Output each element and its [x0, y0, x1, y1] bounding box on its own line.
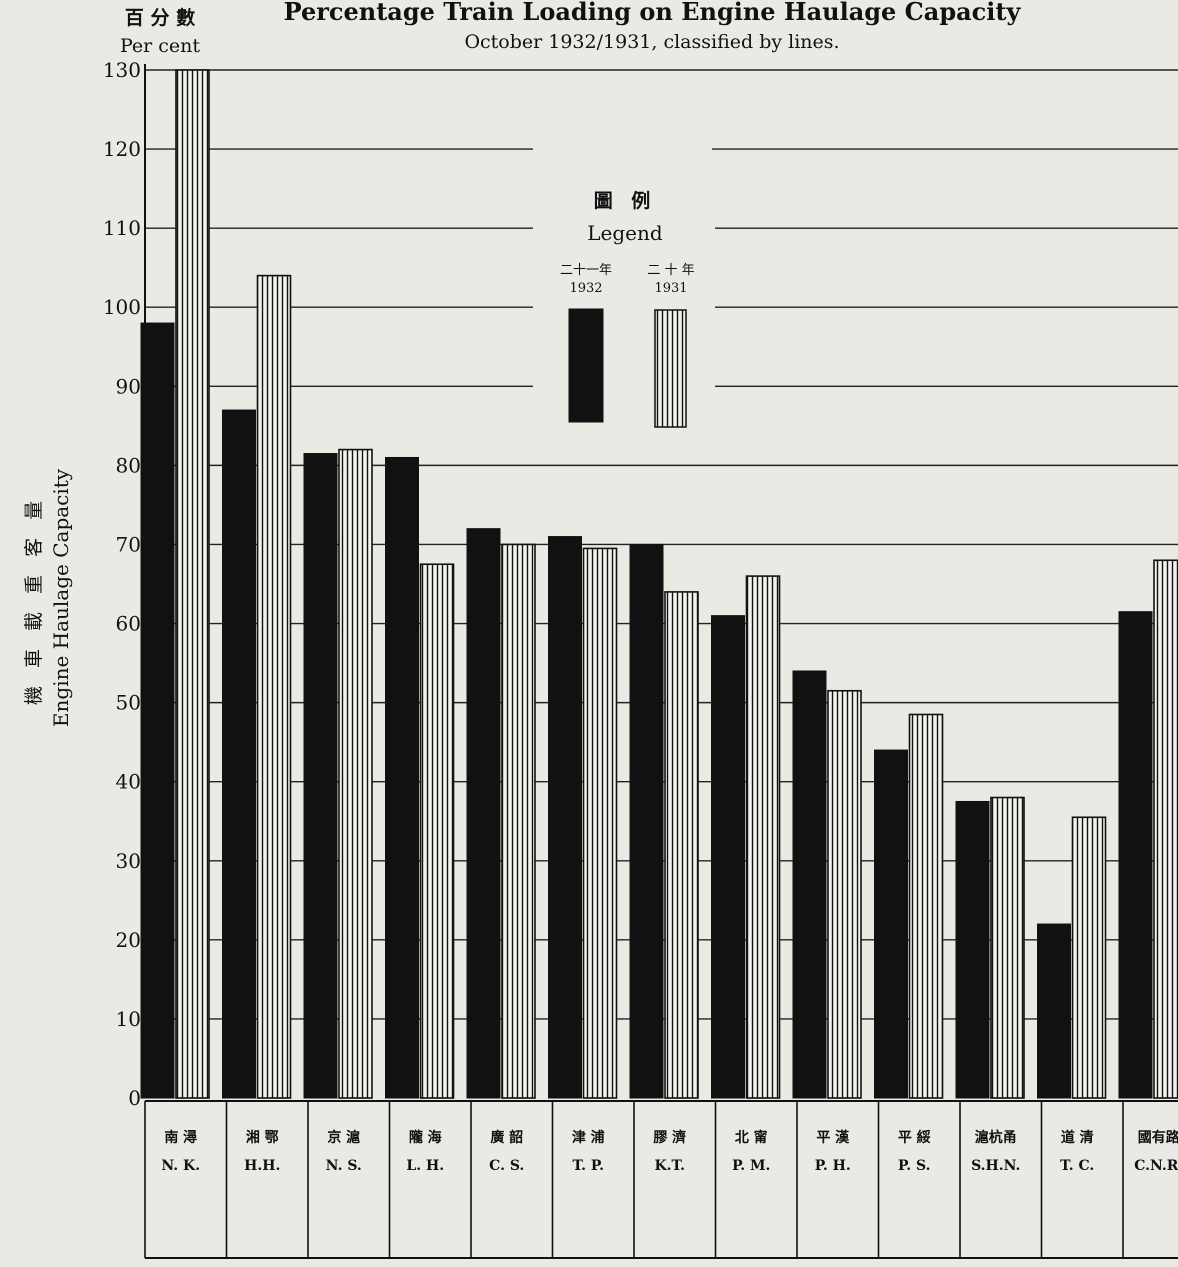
chart-title: Percentage Train Loading on Engine Haula…: [284, 0, 1022, 26]
category-label-en: C.N.R.: [1134, 1158, 1178, 1174]
bar-1932: [1118, 611, 1153, 1099]
category-label-cn: 京 滬: [327, 1129, 360, 1146]
y-tick-label: 20: [116, 928, 141, 952]
y-tick-label: 70: [116, 532, 141, 556]
category-label-en: P. S.: [898, 1158, 930, 1174]
category-label-cn: 平 綏: [898, 1129, 931, 1146]
bar-1931: [827, 689, 862, 1099]
chart-subtitle: October 1932/1931, classified by lines.: [464, 31, 839, 53]
category-label-en: C. S.: [489, 1158, 524, 1174]
bar-1931: [175, 69, 210, 1099]
category-label-cn: 膠 濟: [653, 1129, 686, 1146]
y-axis-ticks: 0 10 20 30 40 50 60 70 80 90 100 110 120 130: [103, 58, 141, 1110]
legend: 圖 例 Legend 二十一年 1932 二 十 年 1931: [540, 178, 715, 440]
category-label-en: L. H.: [406, 1158, 444, 1174]
category-label-cn: 廣 韶: [490, 1129, 523, 1146]
y-axis-label-cn: 機 車 載 重 客 量: [23, 495, 45, 705]
category-label-cn: 隴 海: [409, 1129, 442, 1146]
bar-1931: [338, 448, 373, 1099]
bar-1932: [792, 670, 827, 1099]
category-label-cn: 道 清: [1061, 1129, 1094, 1146]
category-label-cn: 滬杭甬: [975, 1129, 1017, 1146]
category-label-en: T. P.: [573, 1158, 604, 1174]
y-tick-label: 90: [116, 374, 141, 398]
bar-1931: [745, 575, 781, 1099]
bar-1932: [548, 536, 582, 1099]
legend-entry-1932-cn: 二十一年: [560, 263, 612, 278]
category-label-en: P. H.: [815, 1158, 851, 1174]
y-tick-label: 80: [116, 453, 141, 477]
bar-1931: [582, 547, 618, 1099]
bar-1932: [874, 749, 908, 1099]
y-tick-label: 0: [128, 1086, 141, 1110]
y-tick-label: 40: [116, 770, 141, 794]
bar-1931: [990, 796, 1025, 1099]
category-label-en: K.T.: [654, 1158, 685, 1174]
y-tick-label: 130: [103, 58, 141, 82]
category-label-en: H.H.: [244, 1158, 280, 1174]
y-tick-label: 100: [103, 295, 141, 319]
bar-1932: [1037, 923, 1071, 1099]
category-label-en: P. M.: [732, 1158, 770, 1174]
category-label-en: N. K.: [161, 1158, 200, 1174]
legend-title-cn: 圖 例: [594, 189, 657, 212]
bars: [140, 69, 1178, 1099]
category-label-en: T. C.: [1060, 1158, 1094, 1174]
y-tick-label: 10: [116, 1007, 141, 1031]
category-table: 南 潯 N. K. 湘 鄂 H.H. 京 滬 N. S. 隴 海 L. H. 廣 韶 C. S. 津…: [144, 1100, 1178, 1259]
category-label-en: N. S.: [326, 1158, 362, 1174]
category-label-cn: 湘 鄂: [246, 1129, 279, 1146]
legend-background: [540, 178, 715, 440]
bar-1932: [466, 528, 501, 1099]
bar-1931: [908, 713, 944, 1099]
unit-label-cn: 百 分 數: [125, 7, 195, 29]
bar-1931: [664, 591, 699, 1099]
legend-entry-1932-en: 1932: [569, 281, 602, 296]
category-label-cn: 南 潯: [164, 1129, 197, 1146]
y-tick-label: 30: [116, 849, 141, 873]
unit-label-en: Per cent: [120, 35, 200, 57]
bar-1931: [419, 563, 455, 1099]
y-tick-label: 60: [116, 612, 141, 636]
bar-1932: [385, 456, 419, 1099]
category-label-cn: 北 甯: [735, 1129, 768, 1146]
bar-1931: [1071, 816, 1107, 1099]
legend-swatch-1931: [654, 309, 687, 428]
bar-1932: [629, 543, 664, 1099]
category-label-en: S.H.N.: [971, 1158, 1020, 1174]
bar-1932: [222, 409, 256, 1099]
bar-1932: [303, 453, 338, 1099]
bar-1932: [711, 615, 745, 1099]
bar-1931: [1153, 559, 1178, 1099]
bar-1932: [140, 322, 175, 1099]
category-label-cn: 平 漢: [816, 1129, 850, 1146]
y-axis-label-en: Engine Haulage Capacity: [49, 468, 73, 727]
legend-title-en: Legend: [587, 221, 663, 245]
legend-entry-1931-cn: 二 十 年: [647, 263, 694, 278]
category-label-cn: 津 浦: [572, 1129, 605, 1146]
y-tick-label: 120: [103, 137, 141, 161]
bar-1931: [501, 543, 536, 1099]
legend-entry-1931-en: 1931: [654, 281, 687, 296]
category-label-cn: 國有路: [1138, 1129, 1178, 1146]
y-tick-label: 110: [103, 216, 141, 240]
legend-swatch-1932: [568, 308, 604, 423]
y-tick-label: 50: [116, 691, 141, 715]
bar-1931: [256, 274, 292, 1099]
bar-1932: [955, 800, 990, 1099]
